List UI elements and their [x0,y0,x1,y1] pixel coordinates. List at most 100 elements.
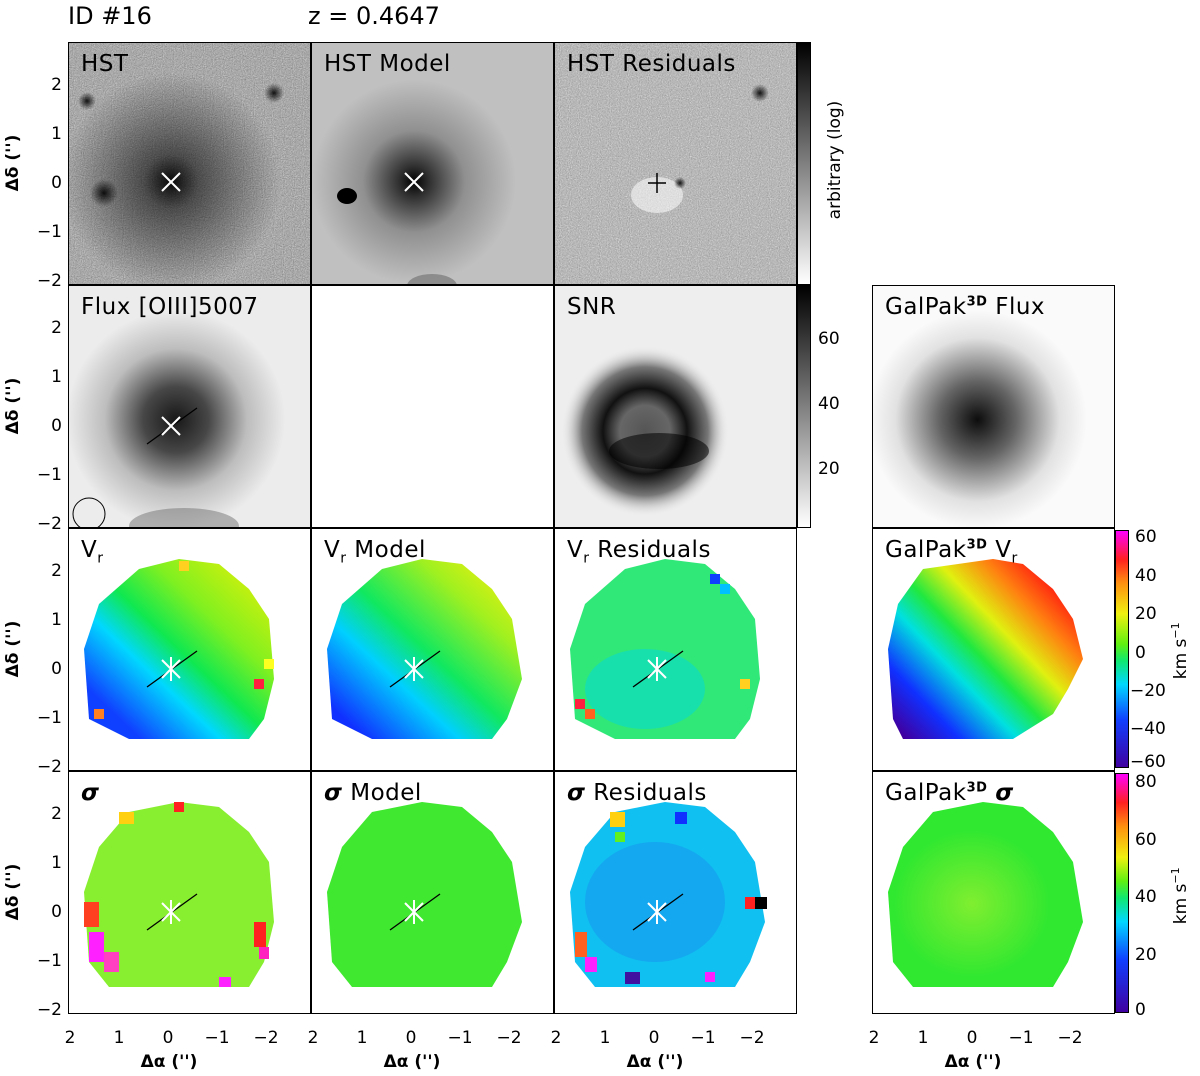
galpak-sigma-map [888,802,1083,987]
x-tick: −1 [447,1028,473,1048]
sigma-map [84,802,274,987]
y-tick: 2 [51,318,62,338]
x-tick: 0 [966,1028,978,1048]
panel-label-vr-residuals: Vr Residuals [567,537,711,567]
colorbar-sigma-tick: 60 [1135,830,1157,850]
panel-galpak-sigma: GalPak3D σ [872,771,1115,1014]
colorbar-vr-tick: 40 [1135,566,1157,586]
panel-sigma-model: σ Model [311,771,554,1014]
colorbar-sigma-tick: 0 [1135,1000,1146,1020]
y-axis-label: Δδ ('') [3,620,23,678]
panel-label-vr: Vr [81,537,104,567]
y-tick: −2 [36,514,62,534]
x-tick: 1 [599,1028,611,1048]
y-tick: −1 [36,465,62,485]
x-tick: −2 [496,1028,522,1048]
colorbar-sigma-tick: 20 [1135,945,1157,965]
x-tick: 1 [356,1028,368,1048]
panel-label-flux: Flux [OIII]5007 [81,294,259,320]
panel-hst: HST [68,42,311,285]
panel-hst-model: HST Model [311,42,554,285]
panel-label-hst-model: HST Model [324,51,451,77]
colorbar-sigma-label: km s−1 [1169,867,1191,925]
y-tick: −1 [36,951,62,971]
x-tick: 0 [405,1028,417,1048]
x-tick: 2 [307,1028,319,1048]
sigma-residuals-map [570,802,767,987]
panel-label-sigma-model: σ Model [324,780,422,806]
x-tick: −1 [1008,1028,1034,1048]
x-tick: −2 [739,1028,765,1048]
object-id: ID #16 [68,2,152,30]
y-tick: 2 [51,75,62,95]
hst-model-image [312,43,553,284]
x-tick: 1 [113,1028,125,1048]
y-tick: 0 [51,173,62,193]
x-tick: 2 [868,1028,880,1048]
panel-label-hst-residuals: HST Residuals [567,51,736,77]
colorbar-vr-tick: −60 [1130,752,1166,772]
x-axis-label: Δα ('') [944,1052,1002,1072]
panel-empty [311,285,554,528]
y-tick: 1 [51,367,62,387]
y-axis-label: Δδ ('') [3,377,23,435]
y-tick: 0 [51,902,62,922]
panel-vr-model: Vr Model [311,528,554,771]
panel-label-sigma-residuals: σ Residuals [567,780,707,806]
panel-label-galpak-vr: GalPak3D Vr [885,537,1018,567]
hst-image [69,43,310,284]
x-tick: −1 [690,1028,716,1048]
panel-hst-residuals: HST Residuals [554,42,797,285]
y-tick: −1 [36,222,62,242]
y-tick: 0 [51,416,62,436]
x-axis-label: Δα ('') [140,1052,198,1072]
redshift-label: z = 0.4647 [308,2,440,30]
x-tick: 0 [648,1028,660,1048]
panel-label-galpak-sigma: GalPak3D σ [885,780,1014,806]
panel-label-vr-model: Vr Model [324,537,426,567]
y-tick: 0 [51,659,62,679]
panel-flux: Flux [OIII]5007 [68,285,311,528]
y-tick: −1 [36,708,62,728]
panel-vr-residuals: Vr Residuals [554,528,797,771]
colorbar-vr-tick: 60 [1135,527,1157,547]
panel-galpak-flux: GalPak3D Flux [872,285,1115,528]
colorbar-snr-tick: 20 [818,459,840,479]
panel-snr: SNR [554,285,797,528]
colorbar-snr [797,285,811,528]
snr-image [555,286,796,527]
colorbar-vr-tick: 20 [1135,604,1157,624]
hst-residuals-image [555,43,796,284]
colorbar-vr [1115,530,1129,768]
colorbar-hst-label: arbitrary (log) [825,100,845,220]
y-axis-label: Δδ ('') [3,134,23,192]
colorbar-vr-label: km s−1 [1169,622,1191,680]
x-tick: −1 [204,1028,230,1048]
x-tick: 2 [550,1028,562,1048]
flux-image [69,286,310,527]
colorbar-vr-tick: −40 [1130,719,1166,739]
y-tick: −2 [36,1000,62,1020]
x-tick: 1 [917,1028,929,1048]
vr-model-map [327,559,522,739]
panel-vr: Vr [68,528,311,771]
colorbar-sigma-tick: 80 [1135,772,1157,792]
y-tick: 1 [51,853,62,873]
colorbar-snr-tick: 60 [818,329,840,349]
y-tick: 2 [51,804,62,824]
x-tick: 0 [162,1028,174,1048]
panel-label-sigma: σ [81,780,100,806]
colorbar-snr-tick: 40 [818,394,840,414]
colorbar-sigma [1115,773,1129,1013]
panel-galpak-vr: GalPak3D Vr [872,528,1115,771]
panel-sigma-residuals: σ Residuals [554,771,797,1014]
y-tick: 1 [51,124,62,144]
panel-label-hst: HST [81,51,129,77]
y-axis-label: Δδ ('') [3,863,23,921]
sigma-model-map [327,802,522,987]
colorbar-hst [797,42,811,285]
colorbar-vr-tick: −20 [1130,681,1166,701]
x-tick: 2 [64,1028,76,1048]
x-tick: −2 [1057,1028,1083,1048]
panel-sigma: σ [68,771,311,1014]
